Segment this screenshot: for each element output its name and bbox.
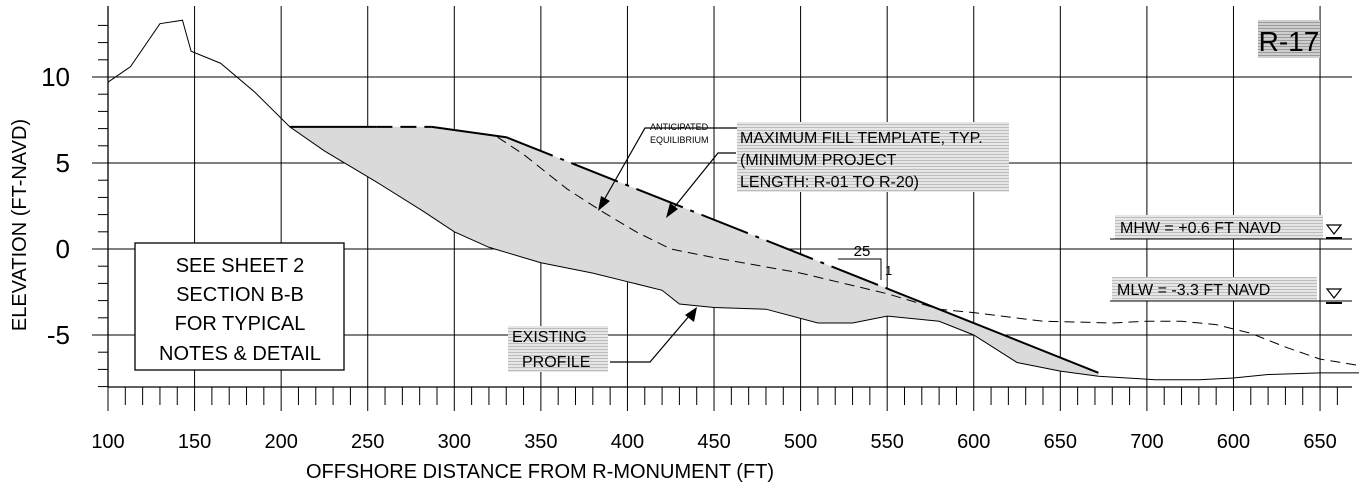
profile-lines <box>107 19 1359 381</box>
fill-template-line <box>505 136 888 290</box>
note-line-2: SECTION B-B <box>176 284 304 306</box>
max-fill-label-1: MAXIMUM FILL TEMPLATE, TYP. <box>740 130 983 147</box>
max-fill-box <box>737 122 1009 192</box>
x-tick-label: 550 <box>870 431 903 453</box>
x-tick-label: 650 <box>1044 431 1077 453</box>
equilibrium-label: EQUILIBRIUM <box>650 135 709 145</box>
mhw-box <box>1115 215 1323 239</box>
note-line-3: FOR TYPICAL <box>175 313 306 335</box>
max-fill-label-2: (MINIMUM PROJECT <box>740 152 897 169</box>
max-fill-leader <box>671 152 736 211</box>
x-tick-label: 150 <box>178 431 211 453</box>
anticipated-arrowhead <box>598 196 610 211</box>
max-fill-label-3: LENGTH: R-01 TO R-20) <box>740 174 919 191</box>
equilibrium-profile-line <box>497 136 1359 367</box>
x-tick-label: 250 <box>351 431 384 453</box>
x-tick-label: 500 <box>784 431 817 453</box>
x-tick-label: 100 <box>91 431 124 453</box>
slope-rise-label: 1 <box>885 263 892 278</box>
mlw-box <box>1112 277 1317 301</box>
y-axis-label: ELEVATION (FT-NAVD) <box>9 119 31 331</box>
y-tick-label: 0 <box>56 234 70 264</box>
x-tick-label: 200 <box>264 431 297 453</box>
x-axis-label: OFFSHORE DISTANCE FROM R-MONUMENT (FT) <box>306 461 774 483</box>
existing-label-2: PROFILE <box>522 354 590 371</box>
fill-area <box>289 126 1099 377</box>
y-tick-label: 10 <box>41 62 70 92</box>
anticipated-label: ANTICIPATED <box>650 122 709 132</box>
mlw-marker-icon <box>1325 288 1343 299</box>
max-fill-arrowhead <box>666 203 678 218</box>
x-tick-label: 650 <box>1303 431 1336 453</box>
slope-run-label: 25 <box>854 243 871 260</box>
mhw-marker-icon <box>1325 224 1343 235</box>
note-line-1: SEE SHEET 2 <box>176 255 305 277</box>
y-axis-ticks: 10 5 0 -5 <box>41 24 108 388</box>
note-box <box>134 242 345 371</box>
mhw-label: MHW = +0.6 FT NAVD <box>1120 220 1281 237</box>
x-tick-label: 600 <box>957 431 990 453</box>
fill-template-line <box>886 287 1099 374</box>
x-tick-label: 700 <box>1130 431 1163 453</box>
existing-profile-box <box>508 326 608 372</box>
note-line-4: NOTES & DETAIL <box>159 343 321 365</box>
existing-label-1: EXISTING <box>512 329 587 346</box>
x-tick-label: 600 <box>1217 431 1250 453</box>
x-tick-label: 350 <box>524 431 557 453</box>
sheet-id-box <box>1258 20 1320 58</box>
x-tick-label: 450 <box>697 431 730 453</box>
y-tick-label: 5 <box>56 148 70 178</box>
x-axis-ticks: 100 150 200 250 300 350 400 450 500 550 600 650 700 6… <box>91 387 1338 453</box>
fill-template-line <box>431 125 507 139</box>
existing-leader <box>610 314 691 363</box>
x-tick-label: 300 <box>438 431 471 453</box>
slope-indicator <box>838 258 882 280</box>
sheet-id-label: R-17 <box>1259 26 1320 57</box>
x-tick-label: 400 <box>611 431 644 453</box>
existing-profile-line <box>107 19 1359 381</box>
y-tick-label: -5 <box>47 320 70 350</box>
mlw-label: MLW = -3.3 FT NAVD <box>1117 282 1270 299</box>
existing-arrowhead <box>685 307 697 322</box>
anticipated-leader <box>603 127 738 201</box>
